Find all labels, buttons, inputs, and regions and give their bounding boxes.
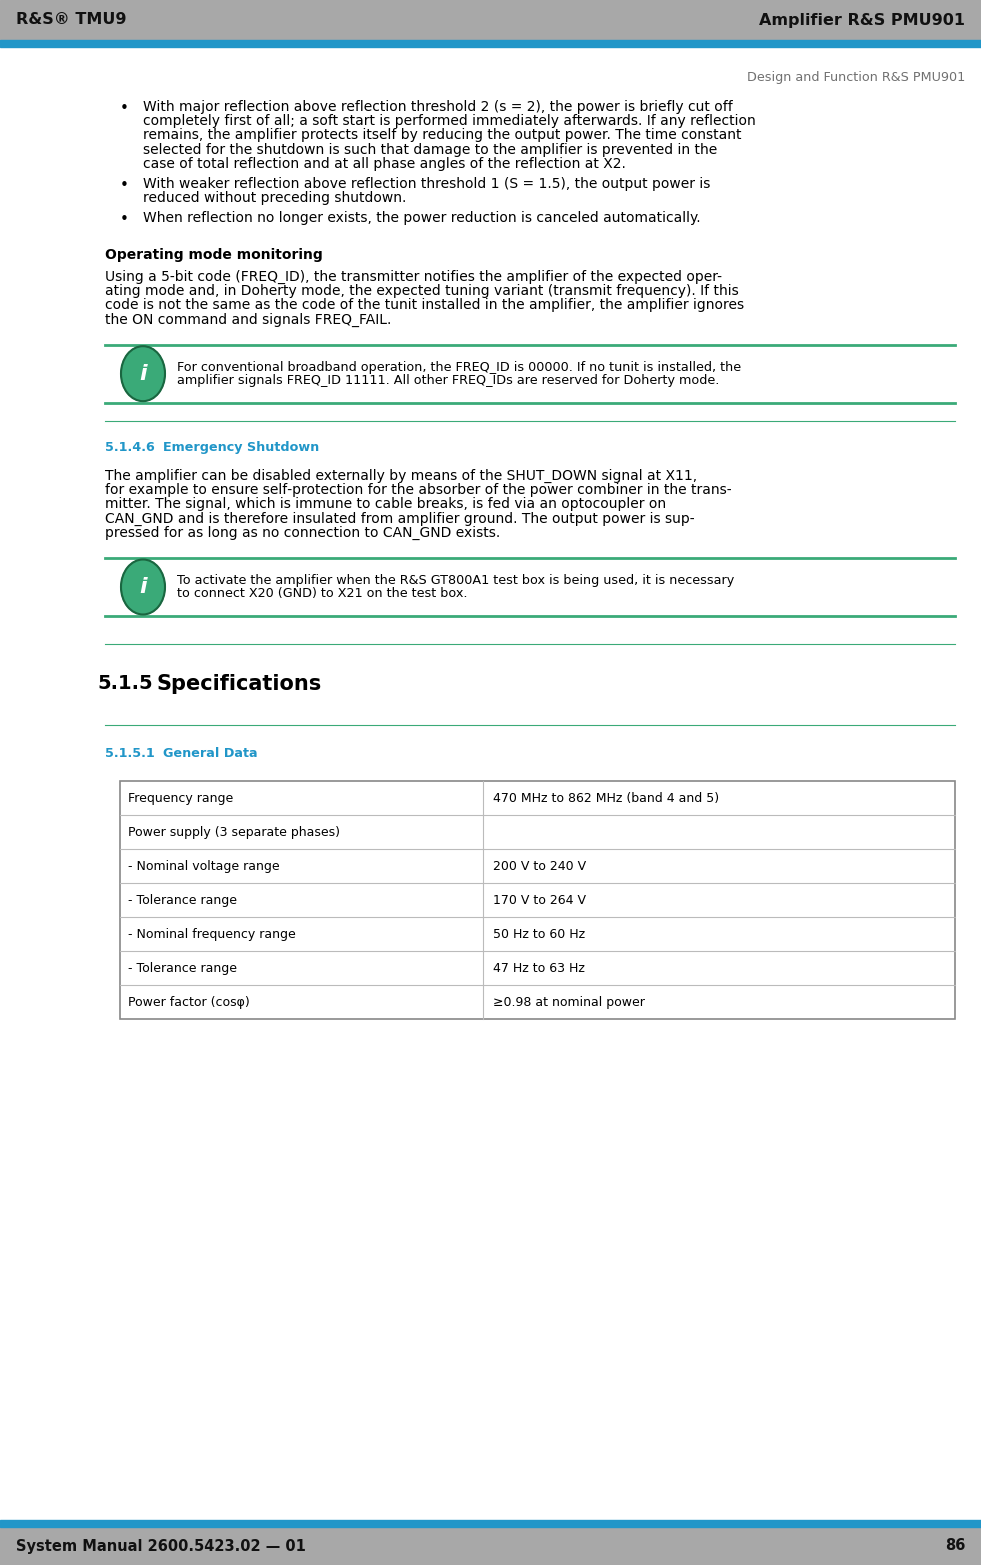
Text: Design and Function R&S PMU901: Design and Function R&S PMU901: [747, 70, 965, 85]
Text: When reflection no longer exists, the power reduction is canceled automatically.: When reflection no longer exists, the po…: [143, 211, 700, 225]
Text: to connect X20 (GND) to X21 on the test box.: to connect X20 (GND) to X21 on the test …: [177, 587, 468, 599]
Text: System Manual 2600.5423.02 — 01: System Manual 2600.5423.02 — 01: [16, 1538, 306, 1554]
Text: for example to ensure self‑protection for the absorber of the power combiner in : for example to ensure self‑protection fo…: [105, 484, 732, 498]
Text: With weaker reflection above reflection threshold 1 (S = 1.5), the output power : With weaker reflection above reflection …: [143, 177, 710, 191]
Text: - Nominal frequency range: - Nominal frequency range: [128, 928, 295, 941]
Text: Amplifier R&S PMU901: Amplifier R&S PMU901: [759, 13, 965, 28]
Text: 86: 86: [945, 1538, 965, 1554]
Text: •: •: [120, 102, 129, 116]
Text: i: i: [139, 577, 147, 596]
Text: reduced without preceding shutdown.: reduced without preceding shutdown.: [143, 191, 406, 205]
Text: Frequency range: Frequency range: [128, 792, 233, 804]
Text: completely first of all; a soft start is performed immediately afterwards. If an: completely first of all; a soft start is…: [143, 114, 755, 128]
Text: •: •: [120, 213, 129, 227]
Text: To activate the amplifier when the R&S GT800A1 test box is being used, it is nec: To activate the amplifier when the R&S G…: [177, 574, 734, 587]
Text: 170 V to 264 V: 170 V to 264 V: [493, 894, 587, 906]
Text: Power supply (3 separate phases): Power supply (3 separate phases): [128, 826, 340, 839]
Text: Using a 5‑bit code (FREQ_ID), the transmitter notifies the amplifier of the expe: Using a 5‑bit code (FREQ_ID), the transm…: [105, 269, 722, 283]
Bar: [0, 0, 981, 41]
Text: the ON command and signals FREQ_FAIL.: the ON command and signals FREQ_FAIL.: [105, 313, 391, 327]
Text: With major reflection above reflection threshold 2 (s = 2), the power is briefly: With major reflection above reflection t…: [143, 100, 733, 114]
Ellipse shape: [121, 346, 165, 401]
Text: R&S® TMU9: R&S® TMU9: [16, 13, 127, 28]
Bar: [0, 1527, 981, 1565]
Text: •: •: [120, 178, 129, 192]
Text: ≥0.98 at nominal power: ≥0.98 at nominal power: [493, 995, 645, 1009]
Ellipse shape: [121, 560, 165, 615]
Text: - Nominal voltage range: - Nominal voltage range: [128, 859, 280, 873]
Text: Power factor (cosφ): Power factor (cosφ): [128, 995, 250, 1009]
Text: 200 V to 240 V: 200 V to 240 V: [493, 859, 587, 873]
Bar: [0, 41, 981, 47]
Bar: [120, 781, 955, 1019]
Text: ating mode and, in Doherty mode, the expected tuning variant (transmit frequency: ating mode and, in Doherty mode, the exp…: [105, 283, 739, 297]
Text: 5.1.5.1: 5.1.5.1: [105, 747, 155, 761]
Text: mitter. The signal, which is immune to cable breaks, is fed via an optocoupler o: mitter. The signal, which is immune to c…: [105, 498, 666, 512]
Text: General Data: General Data: [163, 747, 258, 761]
Text: Specifications: Specifications: [157, 675, 322, 693]
Text: amplifier signals FREQ_ID 11111. All other FREQ_IDs are reserved for Doherty mod: amplifier signals FREQ_ID 11111. All oth…: [177, 374, 719, 387]
Text: Emergency Shutdown: Emergency Shutdown: [163, 441, 319, 454]
Text: i: i: [139, 363, 147, 383]
Text: selected for the shutdown is such that damage to the amplifier is prevented in t: selected for the shutdown is such that d…: [143, 142, 717, 156]
Text: - Tolerance range: - Tolerance range: [128, 962, 237, 975]
Text: code is not the same as the code of the tunit installed in the amplifier, the am: code is not the same as the code of the …: [105, 299, 745, 311]
Text: remains, the amplifier protects itself by reducing the output power. The time co: remains, the amplifier protects itself b…: [143, 128, 742, 142]
Text: case of total reflection and at all phase angles of the reflection at X2.: case of total reflection and at all phas…: [143, 156, 626, 171]
Bar: [0, 1520, 981, 1527]
Text: 5.1.4.6: 5.1.4.6: [105, 441, 155, 454]
Text: 5.1.5: 5.1.5: [97, 675, 153, 693]
Text: Operating mode monitoring: Operating mode monitoring: [105, 247, 323, 261]
Text: pressed for as long as no connection to CAN_GND exists.: pressed for as long as no connection to …: [105, 526, 500, 540]
Text: 47 Hz to 63 Hz: 47 Hz to 63 Hz: [493, 962, 585, 975]
Text: 50 Hz to 60 Hz: 50 Hz to 60 Hz: [493, 928, 586, 941]
Text: CAN_GND and is therefore insulated from amplifier ground. The output power is su: CAN_GND and is therefore insulated from …: [105, 512, 695, 526]
Text: - Tolerance range: - Tolerance range: [128, 894, 237, 906]
Text: 470 MHz to 862 MHz (band 4 and 5): 470 MHz to 862 MHz (band 4 and 5): [493, 792, 719, 804]
Text: The amplifier can be disabled externally by means of the SHUT_DOWN signal at X11: The amplifier can be disabled externally…: [105, 470, 697, 484]
Text: For conventional broadband operation, the FREQ_ID is 00000. If no tunit is insta: For conventional broadband operation, th…: [177, 360, 741, 374]
